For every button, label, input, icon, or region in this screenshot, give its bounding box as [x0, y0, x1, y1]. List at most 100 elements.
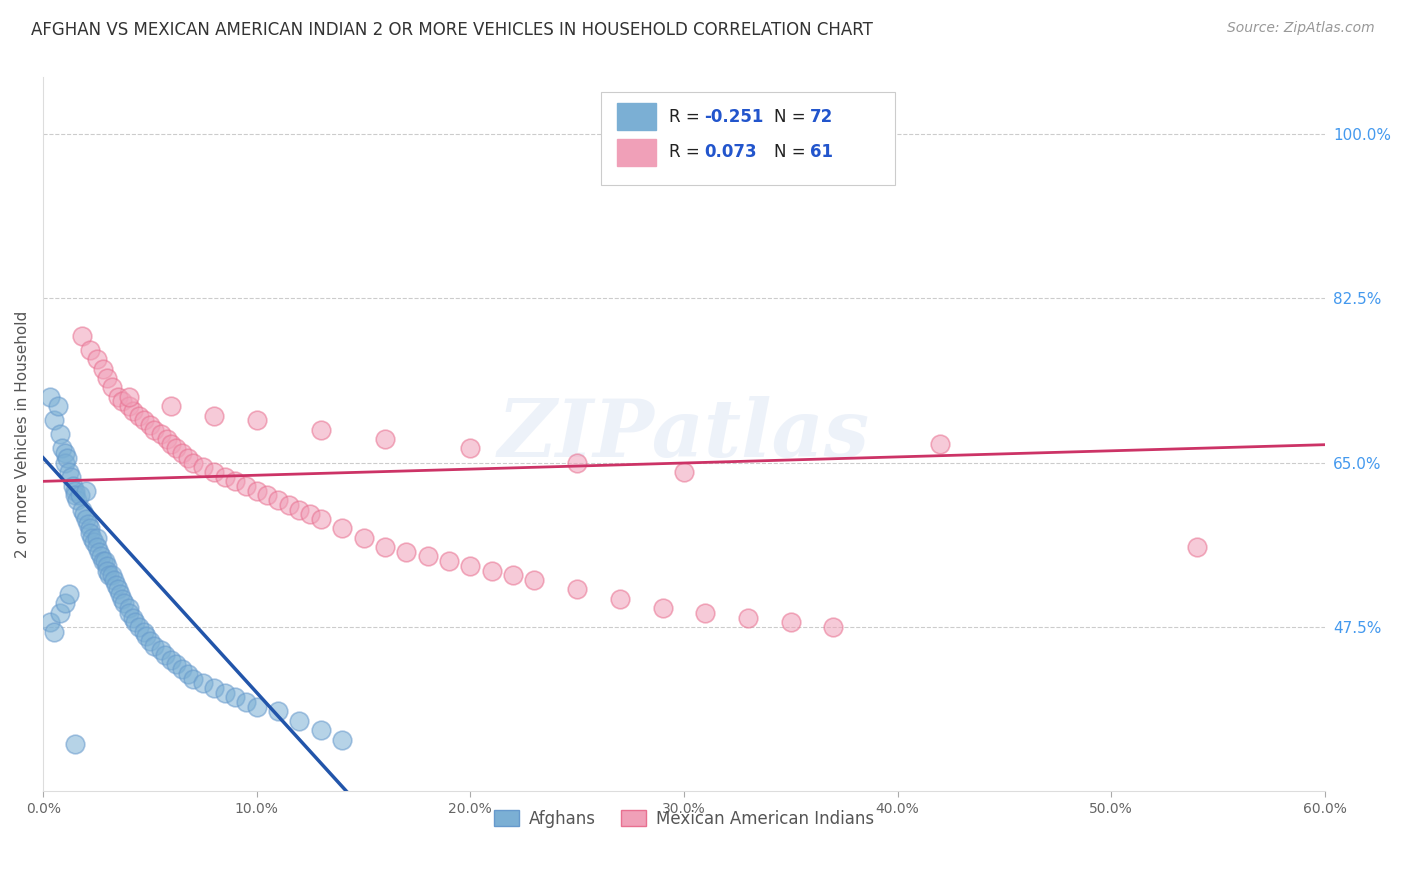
Point — [100, 568, 122, 582]
Point — [288, 714, 311, 728]
Point — [128, 409, 150, 423]
Point — [153, 648, 176, 662]
Point — [737, 610, 759, 624]
Point — [181, 672, 204, 686]
Point — [193, 676, 215, 690]
Point — [122, 404, 145, 418]
Point — [96, 371, 118, 385]
Point — [42, 624, 65, 639]
Point — [143, 423, 166, 437]
Text: R =: R = — [668, 108, 704, 126]
Point — [86, 531, 108, 545]
Text: Source: ZipAtlas.com: Source: ZipAtlas.com — [1227, 21, 1375, 35]
Point — [117, 601, 139, 615]
Point — [256, 488, 278, 502]
Bar — [617, 103, 655, 130]
Point — [460, 558, 482, 573]
Point — [929, 436, 952, 450]
Point — [53, 456, 76, 470]
Point — [135, 629, 157, 643]
Point — [112, 596, 135, 610]
Point — [177, 666, 200, 681]
Point — [224, 475, 246, 489]
Point — [111, 591, 134, 606]
Point — [87, 545, 110, 559]
Point — [779, 615, 801, 630]
Point — [91, 361, 114, 376]
Text: 72: 72 — [810, 108, 832, 126]
Point — [117, 606, 139, 620]
Bar — [617, 139, 655, 166]
Point — [100, 380, 122, 394]
Text: ZIPatlas: ZIPatlas — [498, 396, 870, 473]
Point — [69, 488, 91, 502]
Point — [288, 502, 311, 516]
Point — [460, 442, 482, 456]
Point — [165, 442, 187, 456]
Point — [160, 436, 183, 450]
Point — [83, 535, 105, 549]
Legend: Afghans, Mexican American Indians: Afghans, Mexican American Indians — [488, 803, 880, 834]
Text: -0.251: -0.251 — [704, 108, 763, 126]
Point — [62, 479, 84, 493]
Point — [156, 432, 179, 446]
Point — [181, 456, 204, 470]
Point — [107, 582, 129, 597]
Point — [672, 465, 695, 479]
Point — [104, 577, 127, 591]
Point — [523, 573, 546, 587]
Point — [224, 690, 246, 705]
Point — [117, 390, 139, 404]
Point — [38, 390, 60, 404]
Point — [122, 610, 145, 624]
Point — [96, 558, 118, 573]
Point — [70, 502, 93, 516]
Text: AFGHAN VS MEXICAN AMERICAN INDIAN 2 OR MORE VEHICLES IN HOUSEHOLD CORRELATION CH: AFGHAN VS MEXICAN AMERICAN INDIAN 2 OR M… — [31, 21, 873, 38]
Point — [98, 568, 121, 582]
Point — [330, 521, 353, 535]
Point — [124, 615, 146, 630]
Point — [695, 606, 717, 620]
Point — [108, 587, 131, 601]
Point — [90, 549, 112, 564]
Point — [193, 460, 215, 475]
Point — [651, 601, 673, 615]
Point — [202, 409, 225, 423]
Point — [107, 390, 129, 404]
Point — [416, 549, 439, 564]
Point — [53, 596, 76, 610]
Point — [79, 521, 101, 535]
Point — [160, 653, 183, 667]
Point — [565, 456, 588, 470]
Text: 0.073: 0.073 — [704, 144, 756, 161]
Point — [1185, 540, 1208, 554]
Point — [374, 432, 396, 446]
Point — [149, 427, 172, 442]
Point — [65, 483, 87, 498]
Point — [353, 531, 375, 545]
Point — [609, 591, 631, 606]
Point — [38, 615, 60, 630]
Point — [214, 686, 236, 700]
Point — [58, 465, 80, 479]
Point — [65, 488, 87, 502]
Point — [111, 394, 134, 409]
Point — [170, 662, 193, 676]
Point — [58, 587, 80, 601]
Point — [103, 573, 125, 587]
Point — [177, 450, 200, 465]
Point — [299, 507, 322, 521]
Point — [160, 399, 183, 413]
Point — [53, 446, 76, 460]
Point — [117, 399, 139, 413]
Point — [132, 624, 155, 639]
Point — [139, 417, 162, 432]
Point — [235, 479, 257, 493]
Point — [77, 516, 100, 531]
Point — [96, 564, 118, 578]
Point — [309, 512, 332, 526]
Point — [59, 469, 82, 483]
Point — [437, 554, 460, 568]
Point — [395, 545, 418, 559]
Point — [235, 695, 257, 709]
